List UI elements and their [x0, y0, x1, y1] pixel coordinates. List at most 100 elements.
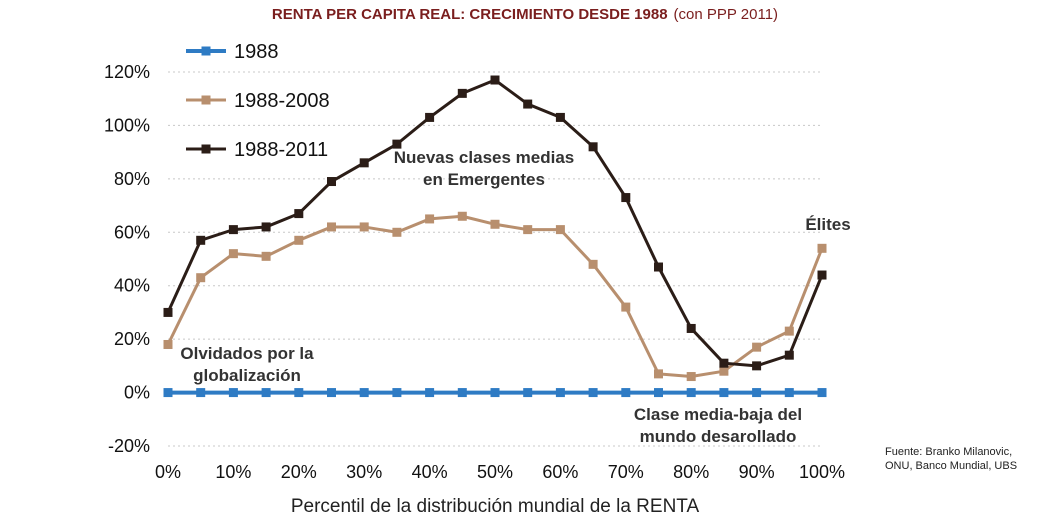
data-point: [523, 225, 533, 235]
y-tick-label: 120%: [104, 62, 150, 82]
y-tick-label: 20%: [114, 329, 150, 349]
data-point: [392, 139, 402, 149]
data-point: [752, 342, 762, 352]
data-point: [327, 177, 336, 187]
legend-marker: [201, 144, 211, 154]
data-point: [555, 225, 565, 235]
data-point: [359, 158, 369, 168]
y-tick-label: 40%: [114, 276, 150, 296]
data-point: [621, 302, 631, 312]
data-point: [228, 388, 238, 398]
data-point: [425, 214, 435, 224]
data-point: [817, 243, 827, 253]
data-point: [196, 273, 206, 283]
data-point: [654, 262, 663, 272]
data-point: [523, 99, 533, 109]
data-point: [392, 227, 402, 237]
x-tick-label: 30%: [346, 462, 382, 482]
legend-label: 1988-2011: [234, 139, 328, 161]
data-point: [555, 388, 565, 398]
x-tick-label: 70%: [608, 462, 644, 482]
data-point: [523, 388, 533, 398]
data-point: [425, 388, 435, 398]
annotation-text: Clase media-baja del: [634, 405, 802, 424]
data-point: [294, 388, 304, 398]
data-point: [425, 112, 435, 122]
x-tick-label: 80%: [673, 462, 709, 482]
data-point: [196, 388, 206, 398]
annotation-text: Élites: [805, 215, 850, 234]
data-point: [228, 249, 238, 259]
x-tick-label: 60%: [542, 462, 578, 482]
data-point: [327, 222, 336, 232]
x-tick-label: 100%: [799, 462, 845, 482]
data-point: [457, 211, 467, 221]
data-point: [327, 388, 336, 398]
data-point: [163, 307, 173, 317]
y-tick-label: 0%: [124, 383, 150, 403]
data-point: [784, 388, 794, 398]
annotation-text: Olvidados por la: [180, 344, 314, 363]
data-point: [228, 225, 238, 235]
data-point: [686, 323, 696, 333]
data-point: [294, 209, 304, 219]
data-point: [490, 388, 500, 398]
data-point: [621, 193, 631, 203]
data-point: [163, 339, 173, 349]
data-point: [294, 235, 304, 245]
chart-title: RENTA PER CAPITA REAL: CRECIMIENTO DESDE…: [271, 6, 668, 23]
x-axis-label: Percentil de la distribución mundial de …: [291, 496, 700, 517]
data-point: [719, 358, 729, 368]
chart-title-block: RENTA PER CAPITA REAL: CRECIMIENTO DESDE…: [0, 6, 1050, 23]
legend-marker: [201, 46, 211, 56]
y-tick-label: 80%: [114, 169, 150, 189]
annotation-text: mundo desarollado: [640, 427, 797, 446]
data-point: [359, 388, 369, 398]
y-tick-label: -20%: [108, 436, 150, 456]
y-tick-label: 100%: [104, 115, 150, 135]
x-tick-label: 0%: [155, 462, 181, 482]
x-tick-label: 10%: [215, 462, 251, 482]
data-point: [752, 361, 762, 371]
legend-label: 1988-2008: [234, 90, 330, 112]
data-point: [817, 270, 827, 280]
data-point: [555, 112, 565, 122]
data-point: [588, 388, 598, 398]
data-point: [784, 350, 794, 360]
data-point: [196, 235, 206, 245]
data-point: [392, 388, 402, 398]
legend-marker: [201, 95, 211, 105]
data-point: [719, 366, 729, 376]
legend-label: 1988: [234, 41, 279, 63]
x-tick-label: 20%: [281, 462, 317, 482]
x-tick-label: 50%: [477, 462, 513, 482]
data-point: [654, 388, 663, 398]
data-point: [686, 388, 696, 398]
data-point: [359, 222, 369, 232]
data-point: [784, 326, 794, 336]
x-tick-label: 90%: [739, 462, 775, 482]
data-point: [752, 388, 762, 398]
data-point: [588, 259, 598, 269]
data-point: [261, 222, 271, 232]
y-tick-label: 60%: [114, 222, 150, 242]
chart-subtitle: (con PPP 2011): [673, 6, 779, 23]
annotation-text: en Emergentes: [423, 170, 545, 189]
annotation-text: Nuevas clases medias: [394, 148, 575, 167]
data-point: [261, 388, 271, 398]
data-point: [654, 369, 663, 379]
data-point: [621, 388, 631, 398]
data-point: [490, 219, 500, 229]
data-point: [457, 88, 467, 98]
data-point: [261, 251, 271, 261]
data-point: [457, 388, 467, 398]
source-note: Fuente: Branko Milanovic, ONU, Banco Mun…: [885, 446, 1018, 472]
data-point: [163, 388, 173, 398]
data-point: [490, 75, 500, 85]
data-point: [719, 388, 729, 398]
data-point: [686, 372, 696, 382]
data-point: [588, 142, 598, 152]
x-tick-label: 40%: [412, 462, 448, 482]
data-point: [817, 388, 827, 398]
